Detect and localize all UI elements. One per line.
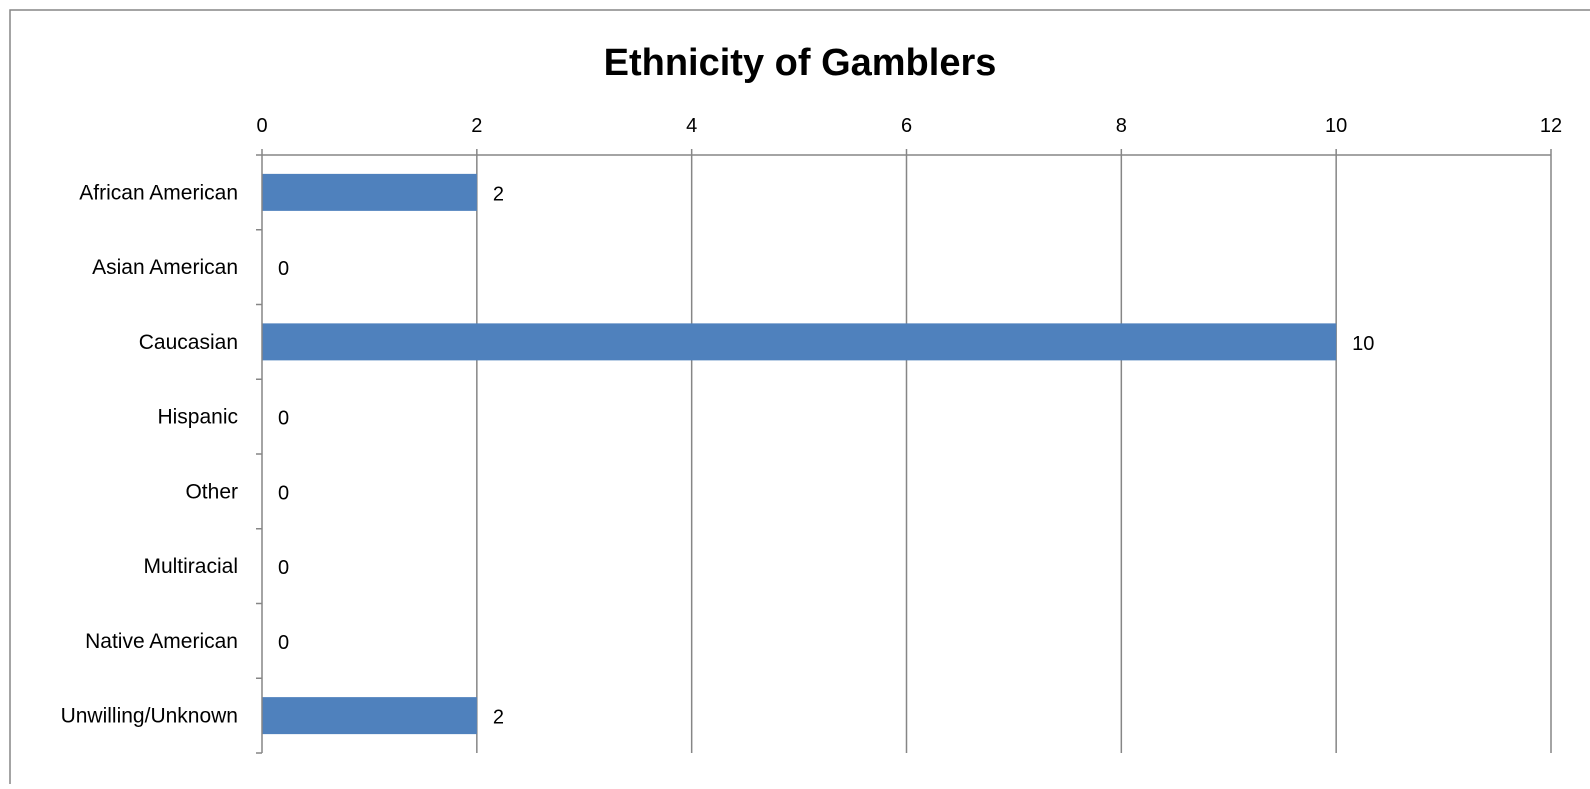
bar-unwilling-unknown bbox=[262, 697, 477, 735]
data-label: 2 bbox=[493, 707, 504, 729]
category-label: Other bbox=[185, 480, 238, 503]
data-label: 2 bbox=[493, 183, 504, 205]
data-label: 0 bbox=[278, 408, 289, 430]
category-label: Asian American bbox=[92, 256, 238, 279]
labels: 0 2 4 6 8 10 12 African American 2 Asian American… bbox=[61, 115, 1563, 729]
x-tick-label: 2 bbox=[471, 115, 482, 137]
x-tick-label: 0 bbox=[256, 115, 267, 137]
gridlines bbox=[476, 155, 1552, 753]
bars bbox=[262, 173, 1337, 735]
category-label: Hispanic bbox=[157, 406, 238, 429]
chart-frame bbox=[9, 9, 1590, 789]
data-label: 0 bbox=[278, 482, 289, 504]
chart-title: Ethnicity of Gamblers bbox=[604, 42, 997, 84]
bar-african-american bbox=[262, 173, 477, 211]
data-label: 10 bbox=[1352, 333, 1374, 355]
x-tick-label: 8 bbox=[1116, 115, 1127, 137]
axes bbox=[256, 149, 1552, 754]
category-label: Caucasian bbox=[139, 331, 238, 354]
x-tick-label: 10 bbox=[1325, 115, 1347, 137]
data-label: 0 bbox=[278, 258, 289, 280]
category-label: Native American bbox=[85, 630, 238, 653]
data-label: 0 bbox=[278, 632, 289, 654]
bar-caucasian bbox=[262, 323, 1337, 361]
category-label: African American bbox=[79, 181, 238, 204]
x-tick-label: 12 bbox=[1540, 115, 1562, 137]
category-label: Unwilling/Unknown bbox=[61, 705, 238, 728]
x-tick-label: 6 bbox=[901, 115, 912, 137]
x-tick-label: 4 bbox=[686, 115, 697, 137]
category-label: Multiracial bbox=[143, 555, 238, 578]
data-label: 0 bbox=[278, 557, 289, 579]
